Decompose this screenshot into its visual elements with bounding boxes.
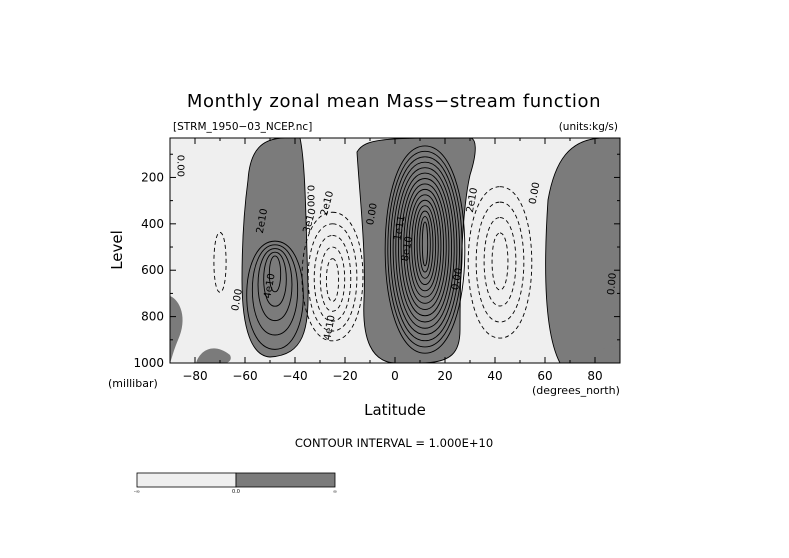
x-tick-label: 0: [391, 369, 399, 383]
positive-contour: [406, 188, 444, 304]
x-axis: −80 −60 −40 −20 0 20 40 60 80: [169, 138, 621, 383]
y-axis-label: Level: [108, 230, 126, 270]
negative-contour: [213, 232, 227, 293]
negative-contour: [475, 201, 525, 323]
x-units-label: (degrees_north): [532, 384, 620, 397]
x-tick-label: −40: [282, 369, 307, 383]
y-units-label: (millibar): [108, 377, 158, 390]
x-tick-label: 40: [487, 369, 502, 383]
colorbar-tick-zero: 0.0: [232, 489, 240, 495]
colorbar-negative-swatch: [136, 472, 237, 488]
x-tick-label: −80: [182, 369, 207, 383]
positive-contour: [395, 167, 455, 329]
contour-lines: [213, 145, 533, 354]
positive-contour: [403, 183, 447, 310]
colorbar: -∞ 0.0 ∞: [134, 472, 337, 495]
y-tick-label: 1000: [133, 356, 164, 370]
chart-title: Monthly zonal mean Mass−stream function: [187, 91, 601, 112]
negative-contour: [483, 217, 517, 307]
contour-label: 0.00: [175, 155, 186, 177]
negative-contour: [467, 186, 533, 339]
contour-label: 0.00: [528, 181, 543, 205]
y-tick-label: 400: [141, 217, 164, 231]
positive-contour: [384, 145, 466, 354]
file-label: [STRM_1950−03_NCEP.nc]: [173, 121, 312, 133]
x-tick-label: 60: [537, 369, 552, 383]
positive-contour: [390, 156, 460, 342]
colorbar-tick-min: -∞: [134, 489, 140, 495]
positive-contour: [411, 199, 439, 292]
positive-contour: [387, 150, 463, 348]
positive-contour: [398, 172, 452, 323]
positive-contour: [400, 178, 450, 317]
contour-label: 0.00: [230, 288, 245, 312]
y-tick-label: 800: [141, 310, 164, 324]
contour-label: 1e11: [392, 215, 407, 242]
colorbar-positive-swatch: [235, 472, 336, 488]
positive-contour: [421, 221, 429, 267]
contour-label: 2e10: [255, 208, 270, 235]
positive-contour: [416, 210, 434, 279]
contour-label: 0.00: [305, 185, 316, 207]
positive-contour: [414, 205, 436, 285]
y-axis: 200 400 600 800 1000: [133, 153, 620, 370]
contour-label: 8e10: [400, 236, 415, 263]
contour-label: 0.00: [606, 272, 619, 295]
colorbar-tick-max: ∞: [333, 489, 337, 495]
negative-contour: [491, 232, 509, 291]
positive-contour: [419, 216, 431, 273]
contour-label: 0.00: [365, 202, 380, 226]
positive-contour: [408, 194, 442, 298]
negative-contour: [307, 223, 358, 332]
positive-contour: [263, 251, 287, 307]
contour-label: 2e10: [465, 187, 480, 214]
positive-contour: [392, 161, 458, 335]
y-tick-label: 200: [141, 170, 164, 184]
plot-area: [170, 138, 620, 363]
x-tick-label: −20: [332, 369, 357, 383]
positive-contour: [246, 240, 304, 350]
x-axis-label: Latitude: [364, 401, 426, 419]
negative-contour: [313, 235, 352, 322]
contour-label: 4e10: [262, 273, 277, 300]
contour-label: 4e10: [322, 314, 337, 341]
contour-label: 0.00: [450, 267, 465, 291]
x-tick-label: 80: [587, 369, 602, 383]
contour-interval-text: CONTOUR INTERVAL = 1.000E+10: [295, 436, 493, 450]
negative-contour: [319, 246, 346, 312]
positive-contour: [257, 248, 293, 322]
y-tick-label: 600: [141, 263, 164, 277]
positive-contour: [268, 255, 282, 293]
units-label: (units:kg/s): [559, 121, 618, 133]
x-tick-label: −60: [232, 369, 257, 383]
x-tick-label: 20: [437, 369, 452, 383]
positive-contour: [252, 244, 298, 336]
